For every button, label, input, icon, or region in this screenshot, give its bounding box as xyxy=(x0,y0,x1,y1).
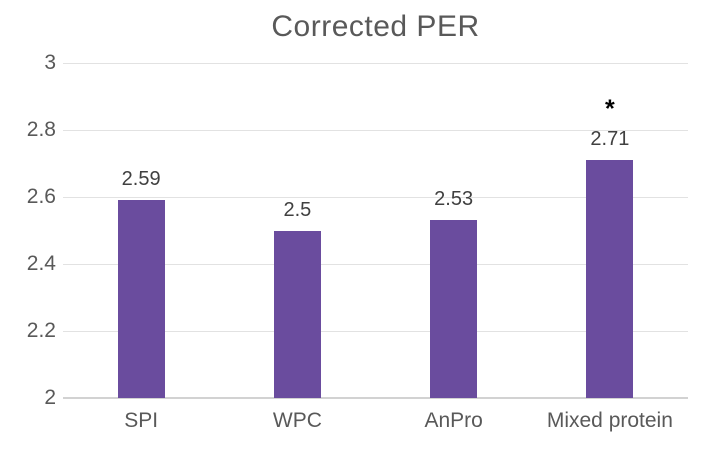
y-axis-tick-label: 2.2 xyxy=(26,319,56,342)
data-label: 2.53 xyxy=(434,188,474,211)
gridline xyxy=(63,263,688,265)
data-label: 2.5 xyxy=(283,198,312,221)
bar-mixed-protein xyxy=(586,160,634,398)
gridline xyxy=(63,196,688,198)
plot-area xyxy=(63,62,688,399)
x-axis-category-label: SPI xyxy=(124,409,159,432)
y-axis-tick-label: 2.4 xyxy=(26,252,56,275)
significance-asterisk: * xyxy=(605,95,615,124)
gridline xyxy=(63,129,688,131)
y-axis-tick-label: 2 xyxy=(44,386,56,409)
chart-title: Corrected PER xyxy=(271,10,480,43)
y-axis-tick-label: 3 xyxy=(44,51,56,74)
x-axis-category-label: AnPro xyxy=(424,409,483,432)
data-label: 2.71 xyxy=(590,128,630,151)
bar-spi xyxy=(117,200,165,398)
bar-wpc xyxy=(273,230,321,398)
data-label: 2.59 xyxy=(121,168,161,191)
y-axis-tick-label: 2.6 xyxy=(26,185,56,208)
y-axis-tick-label: 2.8 xyxy=(26,118,56,141)
gridline xyxy=(63,330,688,332)
x-axis-line xyxy=(63,397,688,399)
x-axis-category-label: WPC xyxy=(272,409,322,432)
x-axis-category-label: Mixed protein xyxy=(546,409,673,432)
gridline xyxy=(63,62,688,64)
bar-anpro xyxy=(430,220,478,398)
